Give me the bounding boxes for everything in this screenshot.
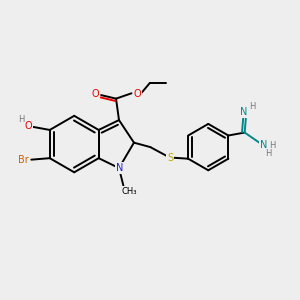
Text: N: N bbox=[239, 107, 247, 117]
Text: O: O bbox=[92, 89, 99, 100]
Text: N: N bbox=[116, 163, 123, 173]
Text: Br: Br bbox=[18, 155, 28, 165]
Text: O: O bbox=[134, 89, 141, 99]
Text: S: S bbox=[167, 152, 173, 163]
Text: CH₃: CH₃ bbox=[121, 187, 136, 196]
Text: N: N bbox=[260, 140, 267, 150]
Text: H: H bbox=[265, 149, 272, 158]
Text: O: O bbox=[24, 122, 32, 131]
Text: H: H bbox=[250, 102, 256, 111]
Text: H: H bbox=[18, 115, 24, 124]
Text: H: H bbox=[269, 141, 275, 150]
